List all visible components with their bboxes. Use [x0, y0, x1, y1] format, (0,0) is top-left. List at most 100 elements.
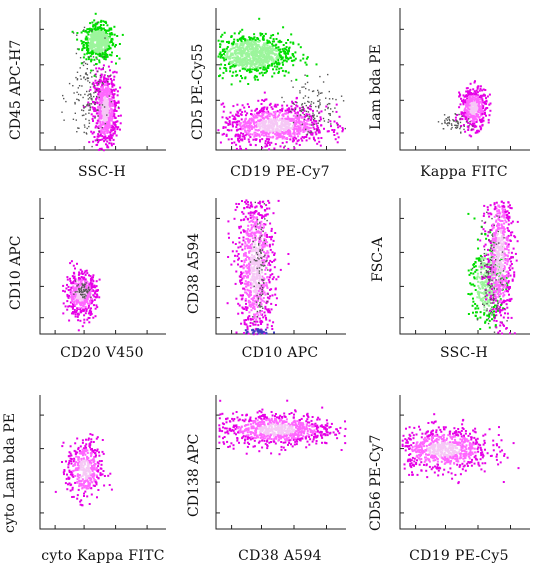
event-dot [305, 122, 308, 125]
event-dot [276, 48, 279, 51]
event-dot [102, 83, 104, 85]
event-dot [292, 118, 295, 121]
event-dot [259, 240, 262, 242]
event-dot [227, 55, 230, 58]
event-dot [284, 127, 287, 129]
event-dot [109, 101, 112, 104]
event-dot [249, 143, 252, 146]
event-dot [93, 295, 96, 298]
event-dot [239, 147, 242, 150]
event-dot [312, 90, 315, 92]
event-dot [238, 241, 241, 244]
event-dot [243, 119, 246, 122]
event-dot [450, 128, 452, 130]
event-dot [292, 41, 295, 44]
event-dot [250, 309, 253, 312]
event-dot [104, 47, 106, 50]
event-dot [101, 101, 104, 104]
event-dot [86, 74, 89, 76]
event-dot [273, 65, 276, 68]
event-dot [264, 121, 267, 124]
event-dot [265, 204, 268, 207]
event-dot [87, 98, 90, 100]
event-dot [474, 106, 477, 109]
flow-panel: CD10 APC CD38 A594 [182, 190, 362, 370]
event-dot [278, 125, 281, 128]
event-dot [84, 290, 86, 292]
event-dot [288, 107, 290, 110]
event-dot [264, 214, 267, 217]
event-dot [87, 101, 90, 104]
event-dot [239, 80, 242, 83]
event-dot [237, 46, 239, 49]
event-dot [98, 102, 101, 105]
event-dot [275, 59, 278, 61]
event-dot [319, 99, 321, 101]
event-dot [256, 47, 259, 50]
event-dot [471, 113, 474, 115]
event-dot [80, 294, 83, 296]
event-dot [90, 312, 93, 315]
event-dot [466, 90, 469, 93]
event-dot [247, 281, 250, 283]
event-dot [296, 128, 299, 131]
event-dot [437, 121, 440, 123]
population-gray [61, 21, 120, 151]
event-dot [472, 88, 475, 91]
event-dot [93, 19, 96, 22]
event-dot [448, 118, 450, 120]
event-dot [227, 138, 230, 141]
event-dot [444, 122, 446, 124]
event-dot [83, 299, 86, 302]
event-dot [100, 129, 102, 132]
event-dot [240, 132, 243, 135]
event-dot [264, 252, 267, 255]
event-dot [62, 302, 65, 305]
event-dot [254, 47, 257, 50]
event-dot [228, 50, 231, 53]
event-dot [80, 31, 83, 34]
event-dot [85, 288, 88, 291]
event-dot [98, 50, 101, 53]
event-dot [308, 127, 311, 130]
event-dot [104, 135, 107, 138]
event-dot [335, 122, 338, 125]
event-dot [240, 260, 243, 263]
event-dot [313, 128, 316, 131]
event-dot [287, 58, 290, 61]
event-dot [98, 98, 101, 101]
event-dot [284, 51, 287, 53]
event-dot [77, 313, 80, 316]
event-dot [219, 46, 222, 48]
event-dot [72, 32, 75, 34]
event-dot [317, 91, 320, 93]
event-dot [282, 113, 285, 116]
event-dot [265, 108, 268, 111]
event-dot [314, 117, 316, 120]
event-dot [329, 113, 331, 115]
event-dot [252, 38, 255, 41]
event-dot [98, 47, 101, 50]
event-dot [265, 213, 268, 216]
event-dot [269, 131, 272, 134]
event-dot [328, 113, 330, 115]
event-dot [101, 99, 104, 102]
event-dot [287, 133, 290, 136]
event-dot [251, 68, 254, 71]
event-dot [76, 291, 78, 293]
event-dot [235, 57, 237, 60]
event-dot [257, 119, 260, 122]
event-dot [98, 106, 101, 109]
event-dot [253, 63, 256, 65]
event-dot [254, 290, 257, 293]
event-dot [88, 90, 90, 92]
event-dot [84, 106, 87, 108]
event-dot [248, 140, 251, 143]
event-dot [93, 101, 96, 104]
event-dot [90, 33, 93, 36]
event-dot [316, 110, 318, 112]
event-dot [75, 289, 78, 292]
event-dot [260, 133, 263, 136]
event-dot [82, 296, 84, 299]
event-dot [77, 273, 80, 276]
